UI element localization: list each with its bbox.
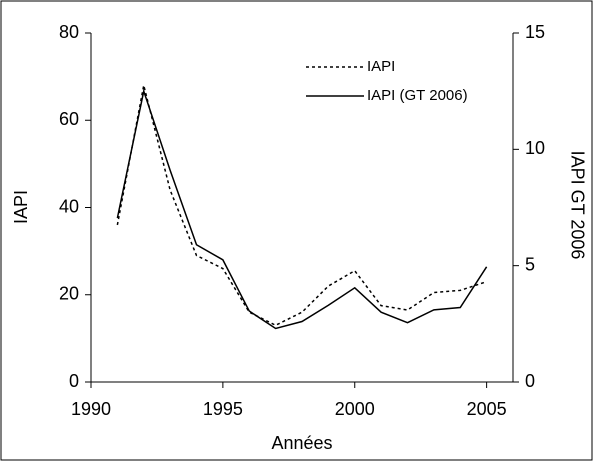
- y-axis-label: IAPI: [11, 190, 31, 224]
- y2-axis-label: IAPI GT 2006: [567, 151, 587, 260]
- y2-tick-label: 0: [525, 371, 535, 391]
- y-tick-label: 20: [59, 284, 79, 304]
- y2-tick-label: 5: [525, 254, 535, 274]
- y-tick-label: 0: [69, 371, 79, 391]
- x-tick-label: 1995: [203, 399, 243, 419]
- y-tick-label: 40: [59, 196, 79, 216]
- x-tick-label: 2005: [467, 399, 507, 419]
- x-axis-label: Années: [271, 433, 332, 453]
- x-tick-label: 2000: [335, 399, 375, 419]
- y2-tick-label: 10: [525, 138, 545, 158]
- y-tick-label: 80: [59, 22, 79, 42]
- x-tick-label: 1990: [71, 399, 111, 419]
- y2-tick-label: 15: [525, 22, 545, 42]
- y-tick-label: 60: [59, 109, 79, 129]
- legend-label: IAPI: [367, 58, 395, 75]
- series-line: [116, 88, 488, 330]
- series-line: [116, 85, 487, 327]
- legend-label: IAPI (GT 2006): [367, 87, 468, 104]
